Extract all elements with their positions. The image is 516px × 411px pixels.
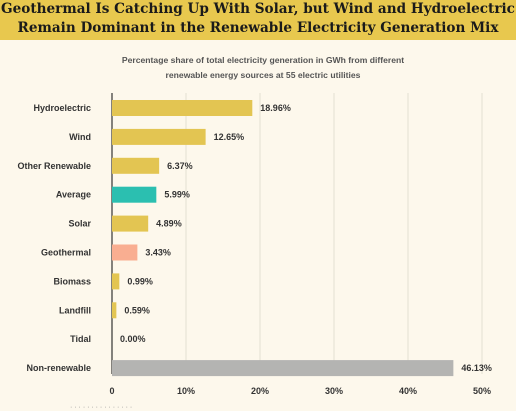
category-label: Solar <box>68 219 91 229</box>
title-banner: Geothermal Is Catching Up With Solar, bu… <box>0 0 516 40</box>
category-label: Hydroelectric <box>33 103 91 113</box>
x-tick-label: 10% <box>177 386 195 396</box>
x-tick-label: 0 <box>109 386 114 396</box>
category-label: Biomass <box>53 276 91 286</box>
chart-subtitle-line-1: Percentage share of total electricity ge… <box>121 55 405 65</box>
chart-title-line-1: Geothermal Is Catching Up With Solar, bu… <box>1 1 515 17</box>
x-tick-label: 40% <box>399 386 417 396</box>
x-tick-label: 50% <box>473 386 491 396</box>
bar-other-renewable <box>112 157 160 174</box>
value-label: 0.00% <box>120 334 146 344</box>
value-label: 0.59% <box>124 305 150 315</box>
value-label: 4.89% <box>156 219 182 229</box>
chart-subtitle-line-2: renewable energy sources at 55 electric … <box>165 70 361 80</box>
chart-title-line-2: Remain Dominant in the Renewable Electri… <box>17 20 499 36</box>
bar-geothermal <box>112 244 138 261</box>
category-label: Wind <box>69 132 91 142</box>
x-tick-label: 20% <box>251 386 269 396</box>
bar-non-renewable <box>112 360 454 377</box>
bar-average <box>112 186 157 203</box>
value-label: 46.13% <box>461 363 492 373</box>
category-label: Average <box>56 190 91 200</box>
value-label: 18.96% <box>260 103 291 113</box>
x-tick-label: 30% <box>325 386 343 396</box>
category-label: Tidal <box>70 334 91 344</box>
footnote-cropped: · · · · · · · · · · · · · · · <box>70 404 133 411</box>
bar-wind <box>112 128 206 145</box>
bar-solar <box>112 215 149 232</box>
category-label: Non-renewable <box>26 363 91 373</box>
bar-biomass <box>112 273 120 290</box>
value-label: 6.37% <box>167 161 193 171</box>
value-label: 0.99% <box>127 276 153 286</box>
bar-hydroelectric <box>112 100 253 116</box>
value-label: 3.43% <box>145 248 171 258</box>
category-label: Geothermal <box>41 248 91 258</box>
bar-landfill <box>112 302 117 319</box>
value-label: 5.99% <box>164 190 190 200</box>
category-label: Landfill <box>59 305 91 315</box>
value-label: 12.65% <box>214 132 245 142</box>
category-label: Other Renewable <box>17 161 91 171</box>
